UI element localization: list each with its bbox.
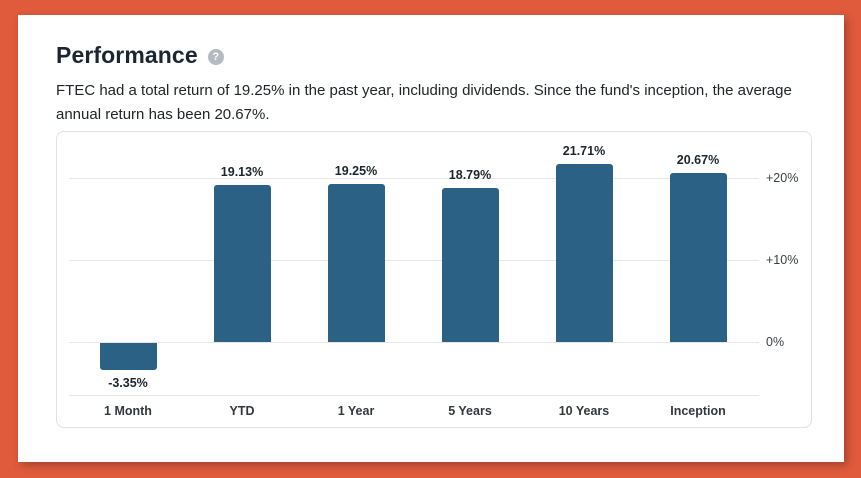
x-axis-label-1 Year: 1 Year: [337, 404, 375, 418]
performance-card: Performance ? FTEC had a total return of…: [18, 15, 844, 462]
bar-Inception[interactable]: [669, 173, 727, 342]
gridline-+20%: [69, 178, 759, 179]
bar-value-label: -3.35%: [108, 376, 148, 390]
help-icon[interactable]: ?: [207, 48, 224, 65]
x-axis-label-Inception: Inception: [670, 404, 726, 418]
page-title: Performance: [56, 42, 198, 68]
y-axis-tick-label: +20%: [766, 171, 799, 185]
x-axis-label-1 Month: 1 Month: [104, 404, 152, 418]
bar-YTD[interactable]: [213, 185, 271, 342]
bar-value-label: 19.25%: [334, 164, 378, 178]
bar-value-label: 21.71%: [562, 144, 606, 158]
bar-value-label: 20.67%: [676, 153, 720, 167]
bar-value-label: 18.79%: [448, 168, 492, 182]
performance-chart: +20% +10% 0% -3.35% 1 Month 19.13% YTD 19.25% 1 …: [56, 131, 812, 428]
bar-value-label: 19.13%: [220, 165, 264, 179]
x-axis-label-5 Years: 5 Years: [448, 404, 492, 418]
bar-1 Year[interactable]: [327, 184, 385, 342]
gridline-+10%: [69, 260, 759, 261]
x-axis-separator-line: [69, 395, 759, 396]
x-axis-label-10 Years: 10 Years: [558, 404, 610, 418]
y-axis-tick-label: 0%: [766, 335, 785, 349]
y-axis-tick-label: +10%: [766, 253, 799, 267]
bar-5 Years[interactable]: [441, 188, 499, 342]
bar-1 Month[interactable]: [99, 343, 157, 370]
bar-10 Years[interactable]: [555, 164, 613, 342]
section-header: Performance ?: [56, 40, 812, 70]
performance-summary-text: FTEC had a total return of 19.25% in the…: [56, 82, 792, 123]
x-axis-label-YTD: YTD: [229, 404, 255, 418]
gridline-0%: [69, 342, 759, 343]
